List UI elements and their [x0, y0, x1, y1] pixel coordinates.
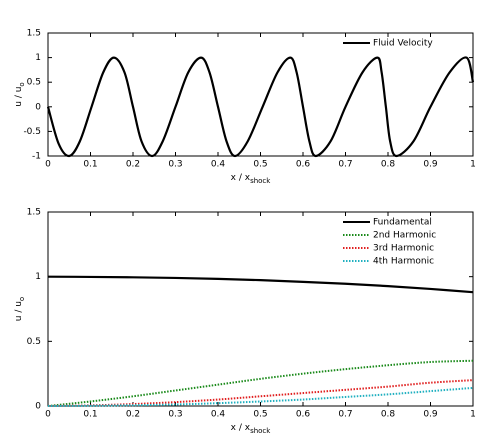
x-tick-label: 0.6	[296, 160, 311, 170]
y-tick-label: 0.5	[27, 78, 41, 88]
x-tick-label: 0	[45, 160, 51, 170]
x-tick-label: 0.1	[83, 160, 97, 170]
x-tick-label: 0.5	[253, 160, 267, 170]
x-tick-label: 0.8	[381, 160, 396, 170]
x-tick-label: 0.7	[338, 160, 352, 170]
y-tick-label: 0.5	[27, 337, 41, 347]
x-axis-label: x / xshock	[231, 423, 272, 436]
series-line	[47, 275, 474, 294]
y-tick-label: 1.5	[27, 208, 41, 218]
x-tick-label: 0.2	[126, 410, 140, 420]
x-tick-label: 0.2	[126, 160, 140, 170]
x-tick-label: 0.1	[83, 410, 97, 420]
y-tick-label: 1	[35, 53, 41, 63]
x-axis-label-sub: shock	[250, 427, 271, 435]
y-tick-label: 0	[35, 402, 41, 412]
x-tick-label: 0.5	[253, 410, 267, 420]
plot-frame	[47, 211, 474, 407]
y-axis-label-sub: o	[18, 297, 26, 301]
x-tick-label: 0	[45, 410, 51, 420]
series-line	[47, 386, 474, 407]
plot-frame	[47, 32, 474, 157]
y-tick-label: 1	[35, 272, 41, 282]
y-axis-label: u / uo	[14, 297, 27, 321]
x-tick-label: 1	[470, 160, 476, 170]
legend-label: 4th Harmonic	[373, 257, 434, 267]
y-axis-label-text: u / u	[14, 87, 24, 107]
x-tick-label: 0.9	[423, 410, 438, 420]
x-axis-label: x / xshock	[231, 173, 272, 186]
series-line	[47, 359, 474, 407]
legend-label: Fluid Velocity	[373, 39, 433, 49]
x-tick-label: 0.3	[168, 160, 182, 170]
y-tick-label: -1	[32, 152, 41, 162]
x-tick-label: 0.8	[381, 410, 396, 420]
x-axis-label-sub: shock	[250, 177, 271, 185]
x-tick-label: 0.4	[211, 160, 226, 170]
x-tick-label: 0.9	[423, 160, 438, 170]
legend-label: 3rd Harmonic	[373, 244, 434, 254]
y-axis-label-text: u / u	[14, 301, 24, 321]
y-axis-label-sub: o	[18, 82, 26, 86]
y-tick-label: -0.5	[23, 127, 41, 137]
y-axis-label: u / uo	[14, 82, 27, 106]
x-tick-label: 0.6	[296, 410, 311, 420]
x-axis-label-text: x / x	[231, 173, 251, 183]
y-tick-label: 1.5	[27, 29, 41, 39]
y-tick-label: 0	[35, 102, 41, 112]
x-tick-label: 0.7	[338, 410, 352, 420]
legend-label: Fundamental	[373, 218, 432, 228]
x-tick-label: 1	[470, 410, 476, 420]
x-tick-label: 0.4	[211, 410, 226, 420]
series-line	[46, 56, 475, 158]
x-tick-label: 0.3	[168, 410, 182, 420]
legend-label: 2nd Harmonic	[373, 231, 436, 241]
x-axis-label-text: x / x	[231, 423, 251, 433]
